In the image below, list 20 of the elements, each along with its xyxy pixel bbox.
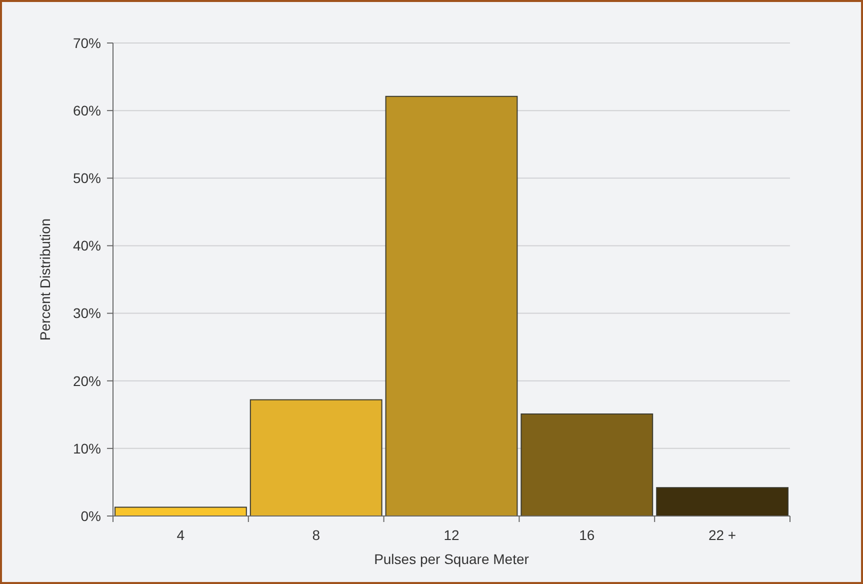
bar: [250, 399, 382, 516]
x-tick-label: 16: [579, 527, 595, 543]
y-tick-label: 10%: [72, 440, 101, 456]
x-tick-label: 12: [444, 527, 460, 543]
y-tick-label: 20%: [72, 372, 101, 389]
bar: [520, 413, 654, 516]
y-tick-label: 0%: [80, 508, 101, 524]
bar: [114, 506, 247, 516]
y-axis-title: Percent Distribution: [37, 218, 53, 341]
y-tick-label: 70%: [72, 34, 101, 51]
x-tick-label: 8: [312, 527, 320, 543]
x-tick-label: 22 +: [708, 527, 736, 543]
y-tick-label: 40%: [72, 238, 101, 254]
y-tick-label: 30%: [72, 305, 101, 322]
bar: [385, 96, 518, 516]
y-tick-label: 60%: [72, 102, 101, 118]
y-tick-label: 50%: [72, 170, 101, 186]
x-tick-label: 4: [176, 527, 185, 543]
bar: [656, 487, 788, 516]
x-axis-title: Pulses per Square Meter: [374, 551, 530, 567]
